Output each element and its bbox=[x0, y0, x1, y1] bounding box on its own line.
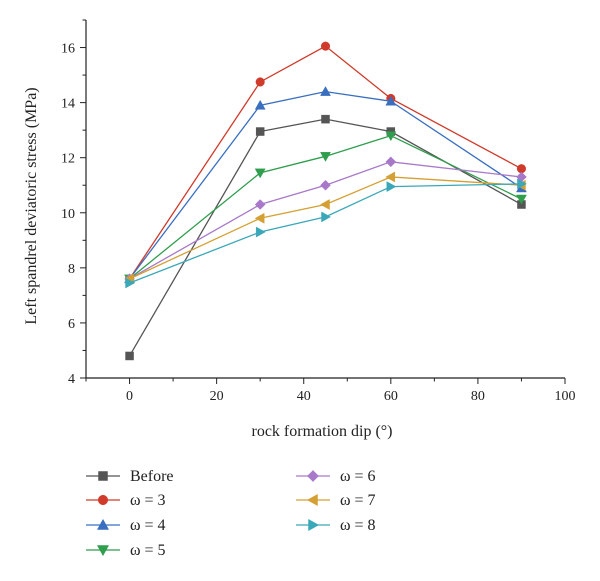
data-point bbox=[254, 199, 266, 210]
legend-item: ω = 4 bbox=[86, 517, 166, 534]
y-tick-label: 10 bbox=[61, 207, 75, 222]
data-point bbox=[385, 156, 397, 168]
legend-item: ω = 5 bbox=[86, 542, 166, 559]
legend-marker bbox=[96, 545, 110, 557]
y-tick-label: 6 bbox=[68, 317, 75, 332]
legend-label: ω = 4 bbox=[130, 517, 166, 534]
legend-item: ω = 6 bbox=[296, 468, 376, 485]
data-point bbox=[321, 211, 332, 223]
data-point bbox=[255, 77, 265, 87]
legend-label: ω = 3 bbox=[130, 492, 166, 509]
legend-marker bbox=[308, 518, 320, 532]
legend: Before ω = 3 ω = 4 ω = 5 ω = 6 ω = 7 ω = 8 bbox=[86, 468, 376, 559]
x-tick-label: 0 bbox=[126, 389, 133, 404]
legend-marker bbox=[96, 518, 110, 530]
legend-marker bbox=[307, 470, 319, 482]
legend-label: ω = 6 bbox=[340, 468, 376, 485]
legend-marker bbox=[97, 494, 109, 506]
data-point bbox=[320, 86, 331, 96]
legend-label: Before bbox=[130, 468, 174, 485]
y-tick-label: 14 bbox=[61, 97, 75, 112]
x-tick-label: 60 bbox=[384, 389, 398, 404]
legend-item: Before bbox=[86, 468, 174, 485]
series-4 bbox=[124, 156, 527, 285]
legend-item: ω = 8 bbox=[296, 517, 376, 534]
series-5 bbox=[124, 171, 526, 285]
data-point bbox=[385, 171, 396, 183]
x-axis-title: rock formation dip (°) bbox=[251, 423, 392, 440]
legend-item: ω = 3 bbox=[86, 492, 166, 509]
legend-marker bbox=[98, 471, 108, 481]
series-line bbox=[129, 45, 522, 280]
series-line bbox=[129, 161, 522, 280]
data-point bbox=[320, 152, 331, 162]
legend-item: ω = 7 bbox=[296, 492, 376, 509]
data-point bbox=[319, 199, 330, 210]
y-tick-label: 16 bbox=[61, 42, 75, 57]
data-point bbox=[254, 212, 265, 224]
series-line bbox=[129, 183, 522, 284]
series-0 bbox=[125, 114, 526, 361]
x-tick-label: 20 bbox=[210, 389, 224, 404]
data-point bbox=[255, 127, 265, 136]
axes: 0 20 40 60 80 100 4 6 8 10 12 14 16 bbox=[61, 19, 576, 404]
series-6 bbox=[125, 178, 527, 289]
legend-label: ω = 7 bbox=[340, 492, 376, 509]
data-point bbox=[125, 351, 134, 361]
data-point bbox=[516, 194, 527, 205]
data-point bbox=[255, 226, 266, 238]
data-point bbox=[385, 131, 397, 142]
data-point bbox=[385, 95, 397, 106]
data-point bbox=[320, 179, 331, 191]
y-axis-title: Left spandrel deviatoric stress (MPa) bbox=[23, 87, 40, 324]
data-point bbox=[386, 181, 397, 193]
plot-area bbox=[124, 41, 527, 361]
x-tick-label: 40 bbox=[297, 389, 311, 404]
legend-label: ω = 5 bbox=[130, 542, 166, 559]
data-point bbox=[254, 99, 266, 110]
x-tick-label: 100 bbox=[555, 389, 576, 404]
data-point bbox=[125, 277, 136, 289]
y-tick-label: 12 bbox=[61, 152, 75, 167]
legend-marker bbox=[306, 493, 318, 507]
data-point bbox=[320, 41, 331, 51]
data-point bbox=[517, 178, 527, 190]
data-point bbox=[254, 168, 266, 179]
x-tick-label: 80 bbox=[471, 389, 485, 404]
y-tick-label: 8 bbox=[68, 262, 75, 277]
series-line bbox=[129, 176, 522, 280]
data-point bbox=[321, 114, 330, 124]
legend-label: ω = 8 bbox=[340, 517, 376, 534]
y-tick-label: 4 bbox=[68, 372, 75, 387]
